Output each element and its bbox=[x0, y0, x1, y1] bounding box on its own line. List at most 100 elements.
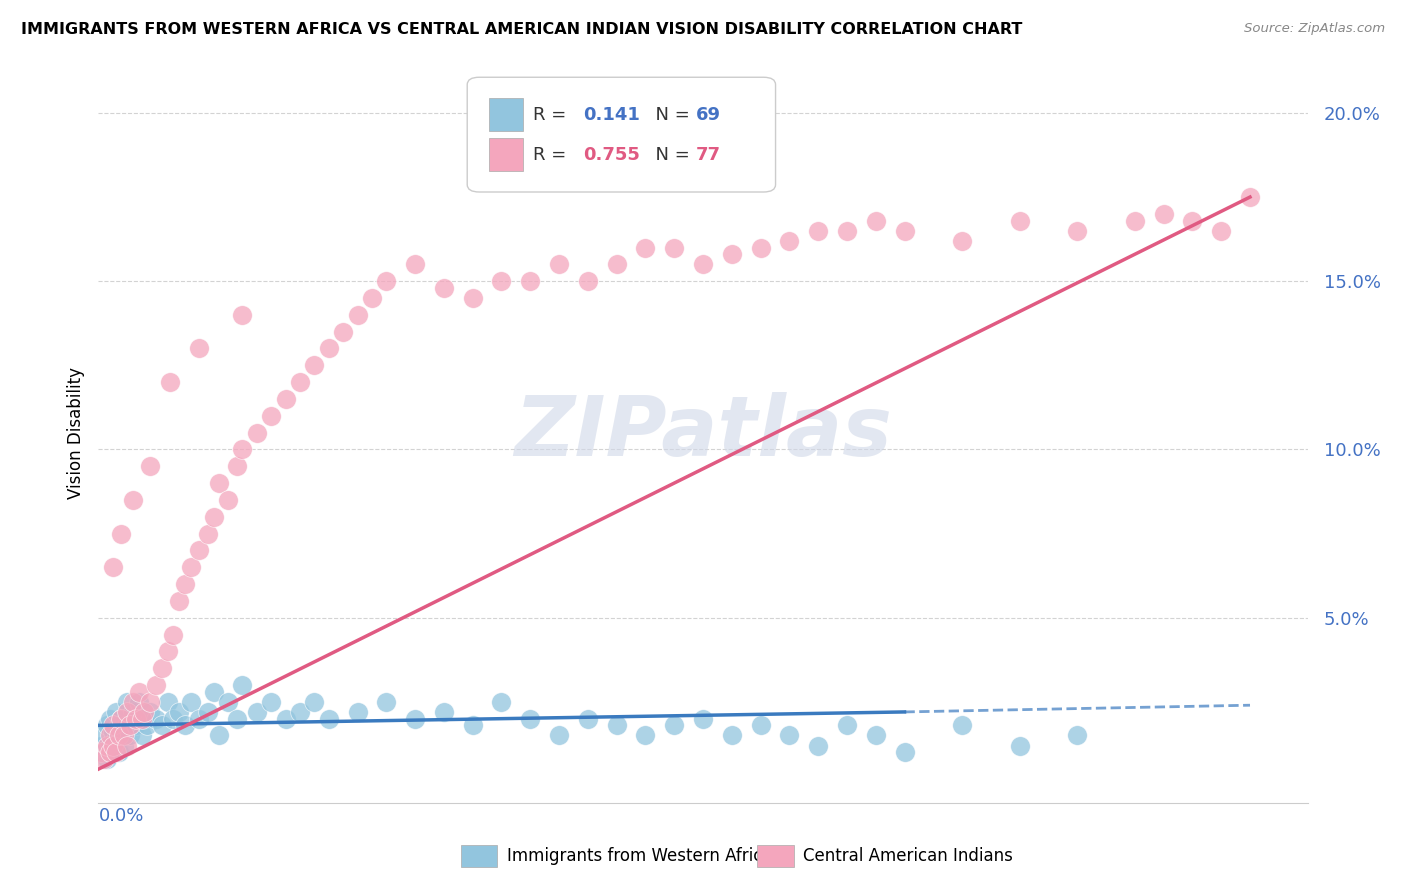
Point bbox=[115, 705, 138, 719]
Point bbox=[128, 695, 150, 709]
Point bbox=[318, 712, 340, 726]
Point bbox=[162, 627, 184, 641]
Point bbox=[139, 695, 162, 709]
Point bbox=[122, 695, 145, 709]
Point bbox=[807, 739, 830, 753]
Text: 69: 69 bbox=[696, 106, 721, 124]
Point bbox=[139, 705, 162, 719]
Point bbox=[634, 729, 657, 743]
Point bbox=[167, 705, 190, 719]
Y-axis label: Vision Disability: Vision Disability bbox=[66, 367, 84, 499]
Text: 0.0%: 0.0% bbox=[98, 806, 143, 824]
Point bbox=[197, 705, 219, 719]
Point bbox=[288, 705, 311, 719]
Point bbox=[110, 712, 132, 726]
Point bbox=[93, 745, 115, 759]
Point bbox=[1066, 729, 1088, 743]
Point bbox=[98, 729, 121, 743]
Point bbox=[180, 695, 202, 709]
Point bbox=[162, 712, 184, 726]
Point bbox=[576, 274, 599, 288]
Point bbox=[461, 718, 484, 732]
Point bbox=[1066, 224, 1088, 238]
Point bbox=[950, 718, 973, 732]
Point bbox=[122, 705, 145, 719]
Point bbox=[110, 712, 132, 726]
Point bbox=[519, 274, 541, 288]
Point bbox=[346, 308, 368, 322]
Point bbox=[749, 240, 772, 254]
Point bbox=[865, 729, 887, 743]
Point bbox=[361, 291, 384, 305]
Text: 0.755: 0.755 bbox=[583, 146, 640, 164]
Point bbox=[491, 274, 513, 288]
Point bbox=[112, 739, 135, 753]
Point bbox=[778, 729, 800, 743]
Point bbox=[96, 718, 118, 732]
Point bbox=[136, 718, 159, 732]
Point bbox=[180, 560, 202, 574]
Point bbox=[304, 359, 326, 373]
Point bbox=[260, 409, 283, 423]
Text: Source: ZipAtlas.com: Source: ZipAtlas.com bbox=[1244, 22, 1385, 36]
Point bbox=[156, 644, 179, 658]
Point bbox=[346, 705, 368, 719]
FancyBboxPatch shape bbox=[489, 138, 523, 171]
Point bbox=[131, 712, 153, 726]
Point bbox=[104, 745, 127, 759]
Point bbox=[159, 375, 181, 389]
Point bbox=[156, 695, 179, 709]
Point bbox=[692, 257, 714, 271]
Point bbox=[720, 729, 742, 743]
Point bbox=[225, 712, 247, 726]
Point bbox=[634, 240, 657, 254]
Point bbox=[101, 560, 124, 574]
Point bbox=[332, 325, 354, 339]
Point bbox=[433, 705, 456, 719]
Point bbox=[246, 705, 269, 719]
Text: N =: N = bbox=[644, 146, 695, 164]
Point bbox=[115, 739, 138, 753]
Text: R =: R = bbox=[533, 106, 571, 124]
Point bbox=[519, 712, 541, 726]
Point bbox=[893, 745, 915, 759]
Point bbox=[104, 731, 127, 746]
Point bbox=[1008, 739, 1031, 753]
Point bbox=[101, 718, 124, 732]
Point bbox=[893, 224, 915, 238]
Point bbox=[125, 712, 148, 726]
FancyBboxPatch shape bbox=[461, 845, 498, 867]
Point bbox=[93, 752, 115, 766]
Point bbox=[404, 257, 426, 271]
Point bbox=[115, 718, 138, 732]
Point bbox=[101, 745, 124, 759]
Point bbox=[548, 729, 571, 743]
Point bbox=[950, 234, 973, 248]
Point bbox=[98, 739, 121, 753]
Point bbox=[125, 718, 148, 732]
Point bbox=[664, 240, 686, 254]
Point bbox=[107, 718, 129, 732]
FancyBboxPatch shape bbox=[467, 78, 776, 192]
Point bbox=[1239, 190, 1261, 204]
Point bbox=[835, 718, 858, 732]
Point bbox=[90, 745, 112, 759]
Point bbox=[807, 224, 830, 238]
Point bbox=[461, 291, 484, 305]
Point bbox=[208, 476, 231, 491]
Point bbox=[131, 729, 153, 743]
Point bbox=[217, 492, 239, 507]
Point bbox=[188, 712, 211, 726]
Point bbox=[112, 729, 135, 743]
Point bbox=[122, 492, 145, 507]
Point bbox=[548, 257, 571, 271]
Point bbox=[145, 712, 167, 726]
Point bbox=[1181, 213, 1204, 227]
Text: 77: 77 bbox=[696, 146, 721, 164]
Point bbox=[101, 725, 124, 739]
Point bbox=[145, 678, 167, 692]
Point bbox=[128, 685, 150, 699]
Point bbox=[274, 712, 297, 726]
Point bbox=[150, 661, 173, 675]
Point bbox=[749, 718, 772, 732]
